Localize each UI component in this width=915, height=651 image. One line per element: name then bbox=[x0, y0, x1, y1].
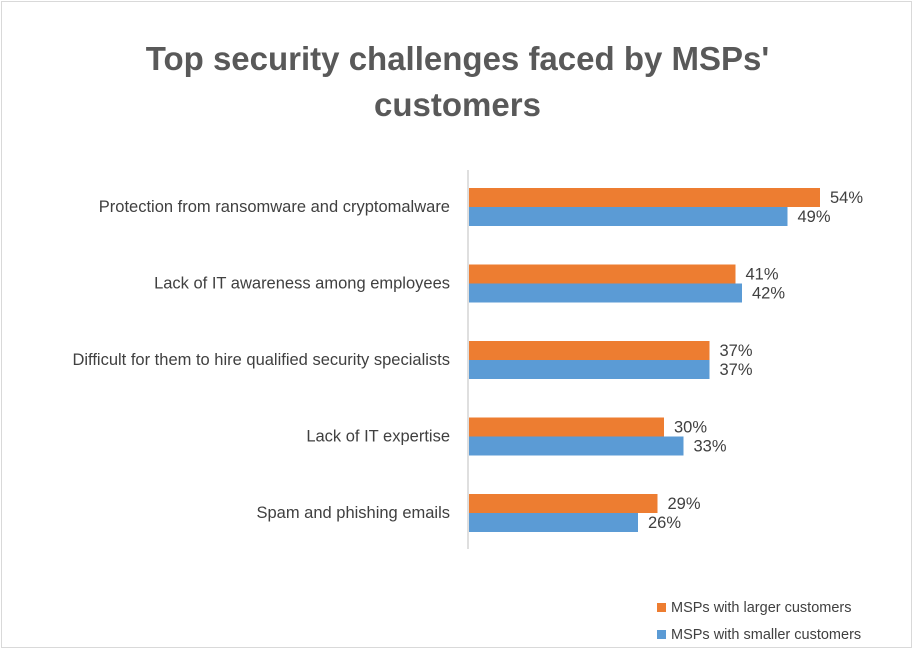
data-label: 26% bbox=[648, 514, 681, 532]
data-label: 30% bbox=[674, 419, 707, 437]
bar-smaller bbox=[469, 436, 684, 456]
data-label: 37% bbox=[720, 342, 753, 360]
chart-title: Top security challenges faced by MSPs' c… bbox=[0, 36, 915, 128]
data-label: 42% bbox=[752, 285, 785, 303]
bar-smaller bbox=[469, 360, 710, 379]
legend-swatch-larger bbox=[657, 603, 666, 612]
legend-item-smaller: MSPs with smaller customers bbox=[657, 621, 861, 648]
data-label: 49% bbox=[798, 208, 831, 226]
bar-larger bbox=[469, 341, 710, 360]
bar-smaller bbox=[469, 207, 788, 226]
data-label: 41% bbox=[746, 266, 779, 284]
data-label: 37% bbox=[720, 361, 753, 379]
data-label: 29% bbox=[668, 495, 701, 513]
category-label: Spam and phishing emails bbox=[256, 504, 450, 522]
bar-larger bbox=[469, 494, 658, 513]
bar-larger bbox=[469, 417, 664, 437]
category-label: Lack of IT expertise bbox=[306, 428, 450, 446]
bar-larger bbox=[469, 264, 736, 284]
legend-item-larger: MSPs with larger customers bbox=[657, 594, 861, 621]
chart-title-line-1: Top security challenges faced by MSPs' bbox=[145, 40, 770, 77]
chart-title-line-2: customers bbox=[374, 86, 541, 123]
data-label: 33% bbox=[694, 438, 727, 456]
data-label: 54% bbox=[830, 189, 863, 207]
category-label: Difficult for them to hire qualified sec… bbox=[72, 351, 450, 369]
legend: MSPs with larger customers MSPs with sma… bbox=[657, 594, 861, 648]
legend-swatch-smaller bbox=[657, 630, 666, 639]
legend-label-smaller: MSPs with smaller customers bbox=[671, 626, 862, 643]
legend-label-larger: MSPs with larger customers bbox=[671, 599, 852, 616]
bar-smaller bbox=[469, 283, 742, 303]
bar-smaller bbox=[469, 513, 638, 532]
category-label: Protection from ransomware and cryptomal… bbox=[99, 198, 450, 216]
bar-larger bbox=[469, 188, 820, 207]
category-label: Lack of IT awareness among employees bbox=[154, 275, 450, 293]
